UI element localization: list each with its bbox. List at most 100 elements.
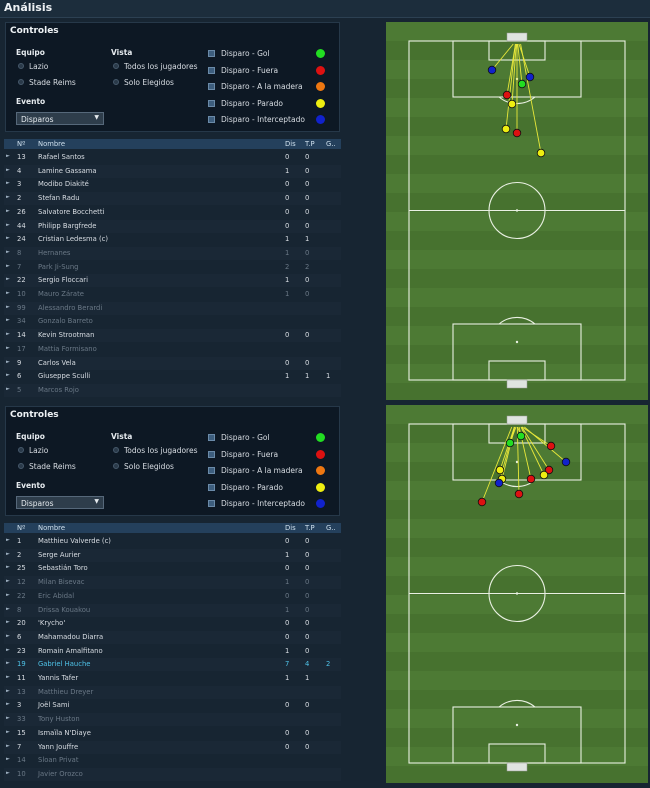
table-row[interactable]: ► 2 Stefan Radu 0 0 <box>4 192 341 206</box>
table-row[interactable]: ► 14 Sloan Privat <box>4 754 341 767</box>
checkbox[interactable] <box>208 116 215 123</box>
column-header[interactable]: G.. <box>326 524 336 532</box>
table-row[interactable]: ► 44 Philipp Bargfrede 0 0 <box>4 219 341 233</box>
view-option[interactable]: Todos los jugadores <box>124 62 198 71</box>
pitch-line <box>498 699 536 708</box>
radio[interactable] <box>113 447 119 453</box>
cell-tp: 0 <box>305 207 310 216</box>
legend-label[interactable]: Disparo - A la madera <box>221 466 303 475</box>
column-header[interactable]: Dis <box>285 524 296 532</box>
table-row[interactable]: ► 3 Modibo Diakité 0 0 <box>4 178 341 191</box>
view-option[interactable]: Todos los jugadores <box>124 446 198 455</box>
cell-name: Alessandro Berardi <box>38 303 103 312</box>
table-row[interactable]: ► 26 Salvatore Bocchetti 0 0 <box>4 206 341 219</box>
column-header[interactable]: Nombre <box>38 140 66 148</box>
cell-tp: 1 <box>305 235 310 244</box>
table-row[interactable]: ► 15 Ismaïla N'Diaye 0 0 <box>4 727 341 740</box>
table-row[interactable]: ► 5 Marcos Rojo <box>4 383 341 397</box>
table-row[interactable]: ► 2 Serge Aurier 1 0 <box>4 548 341 562</box>
legend-label[interactable]: Disparo - Interceptado <box>221 115 305 124</box>
table-row[interactable]: ► 7 Yann Jouffre 0 0 <box>4 740 341 754</box>
table-row[interactable]: ► 8 Drissa Kouakou 1 0 <box>4 603 341 617</box>
column-header[interactable]: T.P <box>305 524 315 532</box>
table-row[interactable]: ► 24 Cristian Ledesma (c) 1 1 <box>4 233 341 246</box>
table-row[interactable]: ► 3 Joël Sami 0 0 <box>4 699 341 712</box>
legend-label[interactable]: Disparo - Parado <box>221 482 283 492</box>
checkbox[interactable] <box>208 50 215 57</box>
table-row[interactable]: ► 11 Yannis Tafer 1 1 <box>4 672 341 685</box>
table-row[interactable]: ► 10 Javier Orozco <box>4 767 341 781</box>
table-row[interactable]: ► 22 Sergio Floccari 1 0 <box>4 274 341 288</box>
column-header[interactable]: G.. <box>326 140 336 148</box>
checkbox[interactable] <box>208 500 215 507</box>
checkbox[interactable] <box>208 66 215 74</box>
legend-label[interactable]: Disparo - Interceptado <box>221 499 305 508</box>
shot-marker <box>517 79 527 89</box>
checkbox[interactable] <box>208 434 215 441</box>
column-header[interactable]: Dis <box>285 140 296 148</box>
row-arrow: ► <box>6 564 10 571</box>
team-option[interactable]: Lazio <box>29 62 49 71</box>
radio[interactable] <box>18 63 24 69</box>
cell-name: Hernanes <box>38 248 71 257</box>
table-row[interactable]: ► 7 Park Ji-Sung 2 2 <box>4 261 341 274</box>
view-option[interactable]: Solo Elegidos <box>124 462 174 471</box>
legend-label[interactable]: Disparo - Parado <box>221 98 283 108</box>
event-dropdown[interactable]: Disparos ▼ <box>16 112 104 125</box>
table-row[interactable]: ► 33 Tony Huston <box>4 713 341 727</box>
column-header[interactable]: Nº <box>17 524 26 532</box>
event-dropdown[interactable]: Disparos ▼ <box>16 496 104 509</box>
legend-label[interactable]: Disparo - Gol <box>221 49 270 58</box>
cell-num: 23 <box>17 646 26 655</box>
cell-name: Sebastián Toro <box>38 564 88 573</box>
radio[interactable] <box>18 463 24 469</box>
radio[interactable] <box>113 79 119 85</box>
view-option[interactable]: Solo Elegidos <box>124 78 174 87</box>
column-header[interactable]: Nº <box>17 140 26 148</box>
table-row[interactable]: ► 13 Matthieu Dreyer <box>4 685 341 699</box>
table-row[interactable]: ► 25 Sebastián Toro 0 0 <box>4 562 341 575</box>
table-row[interactable]: ► 1 Matthieu Valverde (c) 0 0 <box>4 535 341 548</box>
team-option[interactable]: Lazio <box>29 446 49 455</box>
checkbox[interactable] <box>208 83 215 90</box>
table-row[interactable]: ► 17 Mattia Formisano <box>4 343 341 356</box>
cell-tp: 0 <box>305 591 310 600</box>
cell-dis: 0 <box>285 619 290 628</box>
table-row[interactable]: ► 10 Mauro Zárate 1 0 <box>4 288 341 301</box>
table-row[interactable]: ► 99 Alessandro Berardi <box>4 301 341 315</box>
radio[interactable] <box>18 79 24 85</box>
column-header[interactable]: Nombre <box>38 524 66 532</box>
checkbox[interactable] <box>208 99 215 107</box>
radio[interactable] <box>113 63 119 69</box>
table-row[interactable]: ► 14 Kevin Strootman 0 0 <box>4 329 341 343</box>
table-row[interactable]: ► 34 Gonzalo Barreto <box>4 315 341 328</box>
legend-label[interactable]: Disparo - Fuera <box>221 449 279 459</box>
column-header[interactable]: T.P <box>305 140 315 148</box>
table-row[interactable]: ► 4 Lamine Gassama 1 0 <box>4 164 341 178</box>
team-option[interactable]: Stade Reims <box>29 78 76 87</box>
legend-label[interactable]: Disparo - Gol <box>221 433 270 442</box>
goal <box>506 379 528 389</box>
legend-label[interactable]: Disparo - Fuera <box>221 65 279 75</box>
radio[interactable] <box>18 447 24 453</box>
table-row[interactable]: ► 22 Eric Abidal 0 0 <box>4 590 341 603</box>
table-row[interactable]: ► 8 Hernanes 1 0 <box>4 246 341 260</box>
legend-label[interactable]: Disparo - A la madera <box>221 82 303 91</box>
table-row[interactable]: ► 6 Mahamadou Diarra 0 0 <box>4 630 341 644</box>
cell-num: 5 <box>17 385 22 394</box>
checkbox[interactable] <box>208 467 215 474</box>
table-row[interactable]: ► 13 Rafael Santos 0 0 <box>4 151 341 164</box>
checkbox[interactable] <box>208 450 215 458</box>
checkbox[interactable] <box>208 483 215 491</box>
team-option[interactable]: Stade Reims <box>29 462 76 471</box>
table-row[interactable]: ► 20 'Krycho' 0 0 <box>4 617 341 630</box>
table-row[interactable]: ► 9 Carlos Vela 0 0 <box>4 356 341 370</box>
table-row[interactable]: ► 12 Milan Bisevac 1 0 <box>4 576 341 590</box>
table-row[interactable]: ► 23 Romain Amalfitano 1 0 <box>4 645 341 658</box>
penalty-spot <box>515 723 519 727</box>
row-arrow: ► <box>6 331 10 338</box>
table-row[interactable]: ► 19 Gabriel Hauche 7 4 2 <box>4 658 341 672</box>
radio[interactable] <box>113 463 119 469</box>
table-row[interactable]: ► 6 Giuseppe Sculli 1 1 1 <box>4 370 341 383</box>
cell-tp: 0 <box>305 166 310 175</box>
